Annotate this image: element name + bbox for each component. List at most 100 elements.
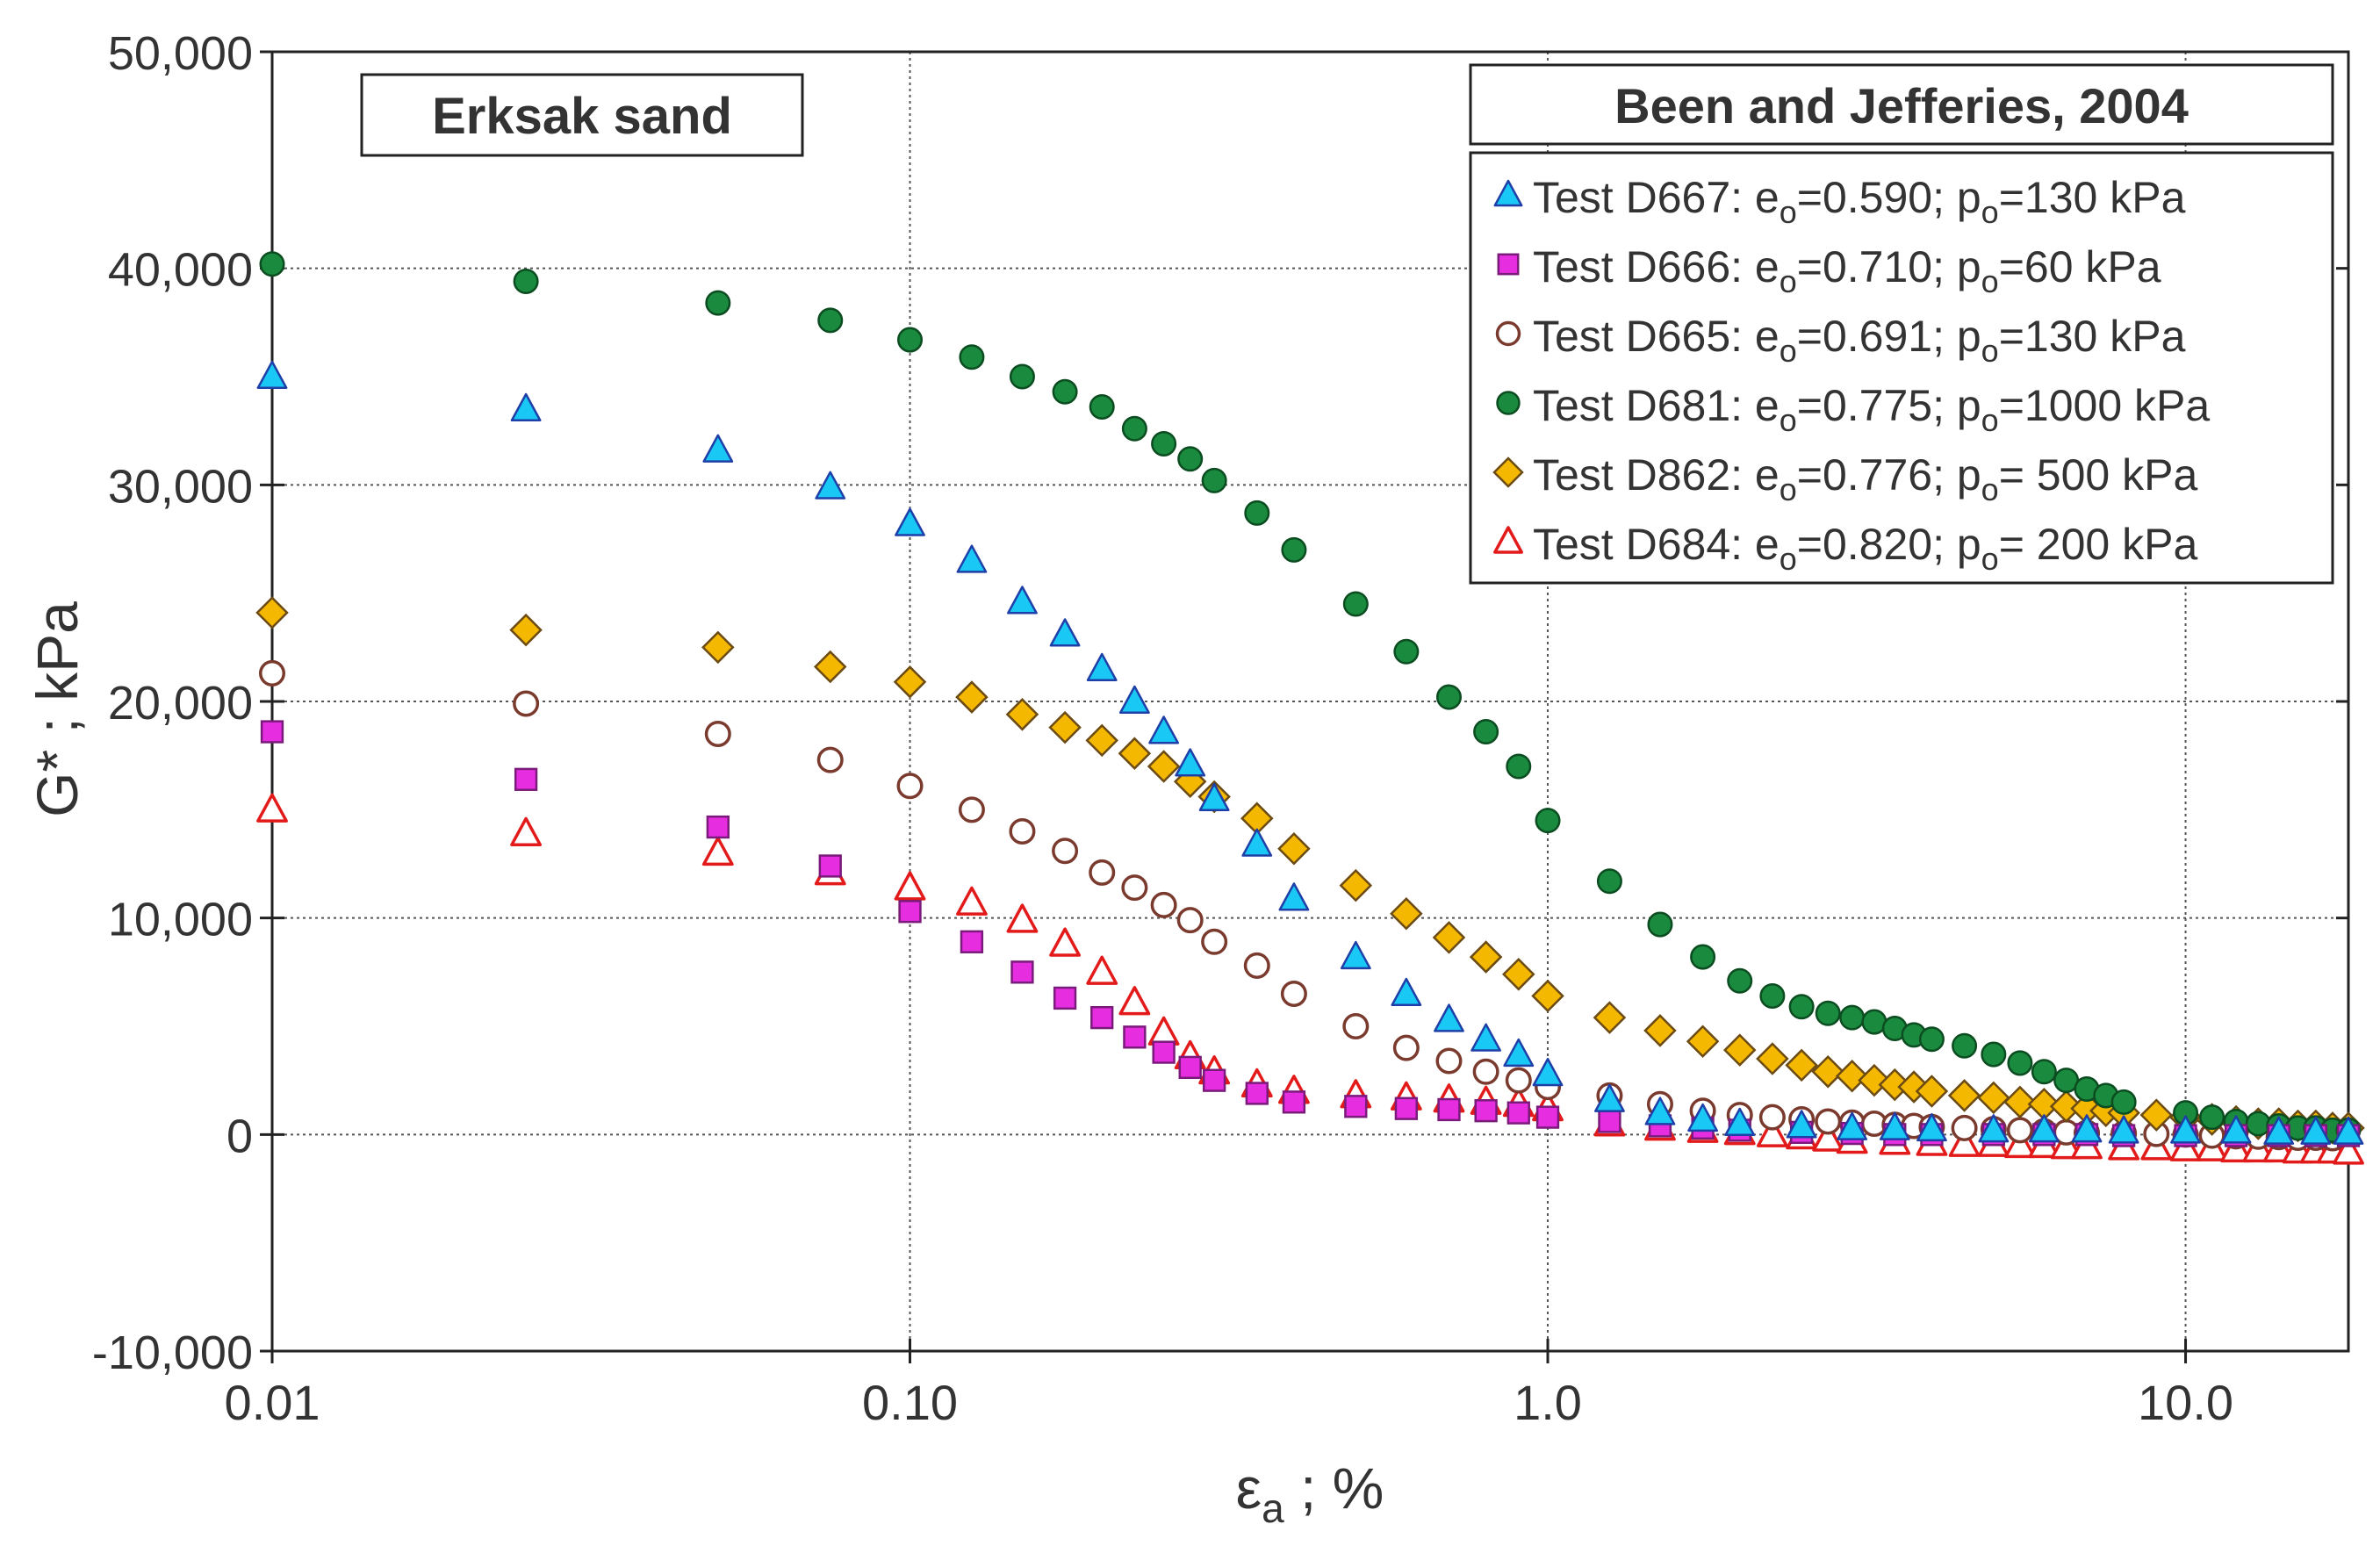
data-point	[2108, 1115, 2139, 1144]
data-point	[1052, 378, 1078, 405]
data-point	[1391, 977, 1422, 1006]
data-point	[1835, 1059, 1869, 1093]
data-point	[1393, 638, 1420, 665]
data-point	[1690, 944, 1716, 970]
data-point	[1647, 911, 1673, 938]
legend-test-name: Test D684:	[1533, 520, 1755, 569]
legend-item: Test D667: eo=0.590; po=130 kPa	[1493, 173, 2186, 230]
data-point	[1048, 710, 1082, 744]
data-point	[1282, 1090, 1306, 1114]
data-point	[1151, 430, 1177, 457]
data-point	[1815, 1108, 1842, 1135]
data-point	[701, 836, 734, 866]
data-point	[1394, 1096, 1419, 1120]
data-point	[898, 900, 922, 924]
data-point	[1506, 1101, 1530, 1125]
data-point	[1758, 1104, 1786, 1131]
data-point	[1594, 1083, 1625, 1112]
data-point	[956, 886, 988, 916]
data-point	[1434, 1003, 1464, 1032]
legend-void-symbol: e	[1755, 312, 1780, 361]
legend-pressure-subscript: o	[1981, 263, 1999, 299]
data-point	[510, 392, 542, 421]
data-point	[1978, 1114, 2010, 1143]
data-point	[1839, 1004, 1866, 1031]
data-point	[1506, 753, 1532, 780]
data-point	[2333, 1116, 2364, 1145]
legend-label: Test D666: eo=0.710; po=60 kPa	[1533, 242, 2161, 299]
data-point	[960, 930, 984, 953]
data-point	[1010, 960, 1034, 984]
data-point	[816, 746, 844, 773]
data-point	[1241, 828, 1273, 857]
legend-pressure-value: = 200 kPa	[1999, 520, 2198, 569]
data-point	[2031, 1059, 2057, 1085]
data-point	[1201, 928, 1228, 955]
data-point	[1150, 891, 1177, 918]
legend-title-box: Been and Jefferies, 2004	[1469, 63, 2334, 146]
data-point	[1340, 940, 1371, 970]
data-point	[2199, 1104, 2225, 1131]
data-point	[1243, 952, 1270, 979]
data-point	[958, 796, 985, 823]
legend-item: Test D665: eo=0.691; po=130 kPa	[1495, 312, 2186, 369]
legend-test-name: Test D666:	[1533, 242, 1755, 291]
data-point	[1118, 685, 1150, 714]
data-point	[1535, 1105, 1560, 1129]
data-point	[1118, 986, 1151, 1016]
data-point	[258, 659, 286, 687]
data-point	[701, 630, 735, 665]
legend-pressure-subscript: o	[1981, 333, 1999, 369]
data-point	[956, 544, 988, 573]
data-point	[1977, 1081, 2010, 1115]
data-point	[1089, 859, 1116, 886]
data-point	[1532, 1058, 1564, 1087]
data-point	[959, 344, 985, 370]
data-point	[893, 665, 927, 699]
legend-void-symbol: e	[1755, 242, 1780, 291]
legend-void-value: =0.590;	[1797, 173, 1957, 222]
data-point	[2049, 1089, 2083, 1124]
data-point	[513, 268, 539, 294]
legend-void-subscript: o	[1780, 333, 1797, 369]
data-point	[1147, 750, 1181, 783]
data-point	[818, 854, 842, 878]
legend-label: Test D681: eo=0.775; po=1000 kPa	[1533, 381, 2210, 438]
data-point	[2004, 1128, 2036, 1159]
data-point	[1392, 1034, 1420, 1061]
data-point	[1837, 1111, 1868, 1140]
y-tick-label: 30,000	[108, 460, 253, 513]
data-point	[2220, 1115, 2252, 1144]
data-point	[1812, 1122, 1844, 1152]
data-point	[702, 434, 734, 463]
x-axis-title-suffix: ; %	[1284, 1456, 1384, 1521]
legend-void-symbol: e	[1755, 520, 1780, 569]
data-point	[2003, 1085, 2037, 1119]
legend-test-name: Test D667:	[1533, 173, 1755, 222]
data-point	[1007, 586, 1038, 615]
data-point	[704, 720, 731, 748]
legend-item: Test D684: eo=0.820; po= 200 kPa	[1493, 520, 2198, 577]
data-point	[1049, 618, 1081, 647]
data-point	[1815, 1000, 1841, 1026]
data-point	[894, 871, 926, 901]
series-test-d667	[256, 360, 2364, 1145]
data-point	[1277, 831, 1311, 866]
y-tick-label: 50,000	[108, 27, 253, 80]
legend-marker	[1493, 526, 1523, 554]
data-point	[256, 793, 288, 823]
data-point	[514, 767, 538, 791]
data-point	[260, 720, 284, 744]
data-point	[2071, 1114, 2103, 1143]
x-tick-label: 0.01	[225, 1375, 320, 1430]
data-point	[1531, 979, 1564, 1013]
data-point	[1009, 363, 1035, 390]
data-point	[1175, 748, 1206, 777]
legend-void-value: =0.710;	[1797, 242, 1957, 291]
data-point	[1727, 967, 1753, 994]
data-point	[1811, 1055, 1844, 1089]
data-point	[2007, 1050, 2033, 1076]
x-axis-title-subscript: a	[1262, 1485, 1284, 1531]
legend-label: Test D862: eo=0.776; po= 500 kPa	[1533, 450, 2197, 507]
